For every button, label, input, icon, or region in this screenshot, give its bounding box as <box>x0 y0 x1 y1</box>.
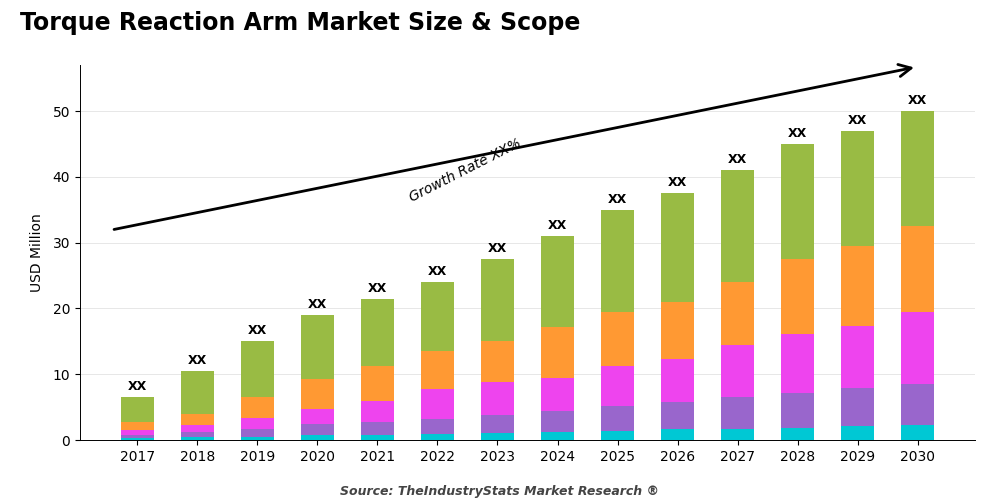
Text: XX: XX <box>248 324 267 338</box>
Bar <box>721 170 754 282</box>
Bar <box>121 438 154 440</box>
Bar <box>241 418 274 429</box>
Bar <box>721 429 754 440</box>
Bar <box>181 371 214 414</box>
Bar <box>781 259 814 334</box>
Bar <box>481 259 514 342</box>
Bar <box>781 334 814 394</box>
Bar <box>601 312 634 366</box>
Bar <box>841 388 874 426</box>
Bar <box>301 315 334 379</box>
Text: XX: XX <box>188 354 207 367</box>
Bar <box>301 424 334 436</box>
Text: XX: XX <box>608 193 627 206</box>
Bar <box>901 111 934 226</box>
Bar <box>181 425 214 432</box>
Bar <box>721 397 754 429</box>
Bar <box>661 402 694 429</box>
Bar <box>361 400 394 421</box>
Bar <box>481 415 514 434</box>
Bar <box>661 430 694 440</box>
Bar <box>361 434 394 440</box>
Bar <box>121 434 154 438</box>
Bar <box>421 282 454 351</box>
Bar <box>901 384 934 425</box>
Bar <box>301 436 334 440</box>
Bar <box>541 327 574 378</box>
Bar <box>721 282 754 344</box>
Bar <box>361 422 394 434</box>
Bar <box>781 428 814 440</box>
Bar <box>781 394 814 428</box>
Bar <box>661 302 694 359</box>
Bar <box>421 434 454 440</box>
Bar <box>601 366 634 406</box>
Text: Growth Rate XX%: Growth Rate XX% <box>407 136 523 204</box>
Text: Torque Reaction Arm Market Size & Scope: Torque Reaction Arm Market Size & Scope <box>20 11 580 35</box>
Text: XX: XX <box>788 127 807 140</box>
Text: XX: XX <box>368 282 387 294</box>
Bar <box>241 429 274 436</box>
Bar <box>661 359 694 402</box>
Bar <box>601 406 634 431</box>
Bar <box>241 342 274 397</box>
Bar <box>721 344 754 397</box>
Bar <box>841 426 874 440</box>
Bar <box>541 378 574 411</box>
Bar <box>541 411 574 432</box>
Bar <box>481 342 514 382</box>
Bar <box>601 210 634 312</box>
Bar <box>121 422 154 430</box>
Text: XX: XX <box>308 298 327 311</box>
Bar <box>901 312 934 384</box>
Bar <box>421 351 454 390</box>
Bar <box>181 432 214 438</box>
Bar <box>241 397 274 418</box>
Bar <box>541 432 574 440</box>
Text: XX: XX <box>128 380 147 394</box>
Bar <box>241 436 274 440</box>
Bar <box>781 144 814 259</box>
Bar <box>841 246 874 326</box>
Bar <box>181 438 214 440</box>
Bar <box>661 194 694 302</box>
Bar <box>181 414 214 425</box>
Text: XX: XX <box>668 176 687 190</box>
Bar <box>421 390 454 419</box>
Bar <box>901 425 934 440</box>
Bar <box>301 379 334 409</box>
Bar <box>481 434 514 440</box>
Bar <box>121 430 154 434</box>
Bar <box>481 382 514 415</box>
Text: XX: XX <box>848 114 867 127</box>
Text: XX: XX <box>728 154 747 166</box>
Bar <box>421 419 454 434</box>
Text: XX: XX <box>488 242 507 255</box>
Bar <box>361 298 394 366</box>
Y-axis label: USD Million: USD Million <box>30 213 44 292</box>
Text: XX: XX <box>548 219 567 232</box>
Bar <box>541 236 574 327</box>
Bar <box>121 397 154 422</box>
Text: Source: TheIndustryStats Market Research ®: Source: TheIndustryStats Market Research… <box>340 484 660 498</box>
Bar <box>361 366 394 400</box>
Bar <box>301 409 334 424</box>
Bar <box>901 226 934 312</box>
Text: XX: XX <box>428 265 447 278</box>
Bar <box>601 431 634 440</box>
Bar <box>841 326 874 388</box>
Text: XX: XX <box>908 94 927 107</box>
Bar <box>841 131 874 246</box>
